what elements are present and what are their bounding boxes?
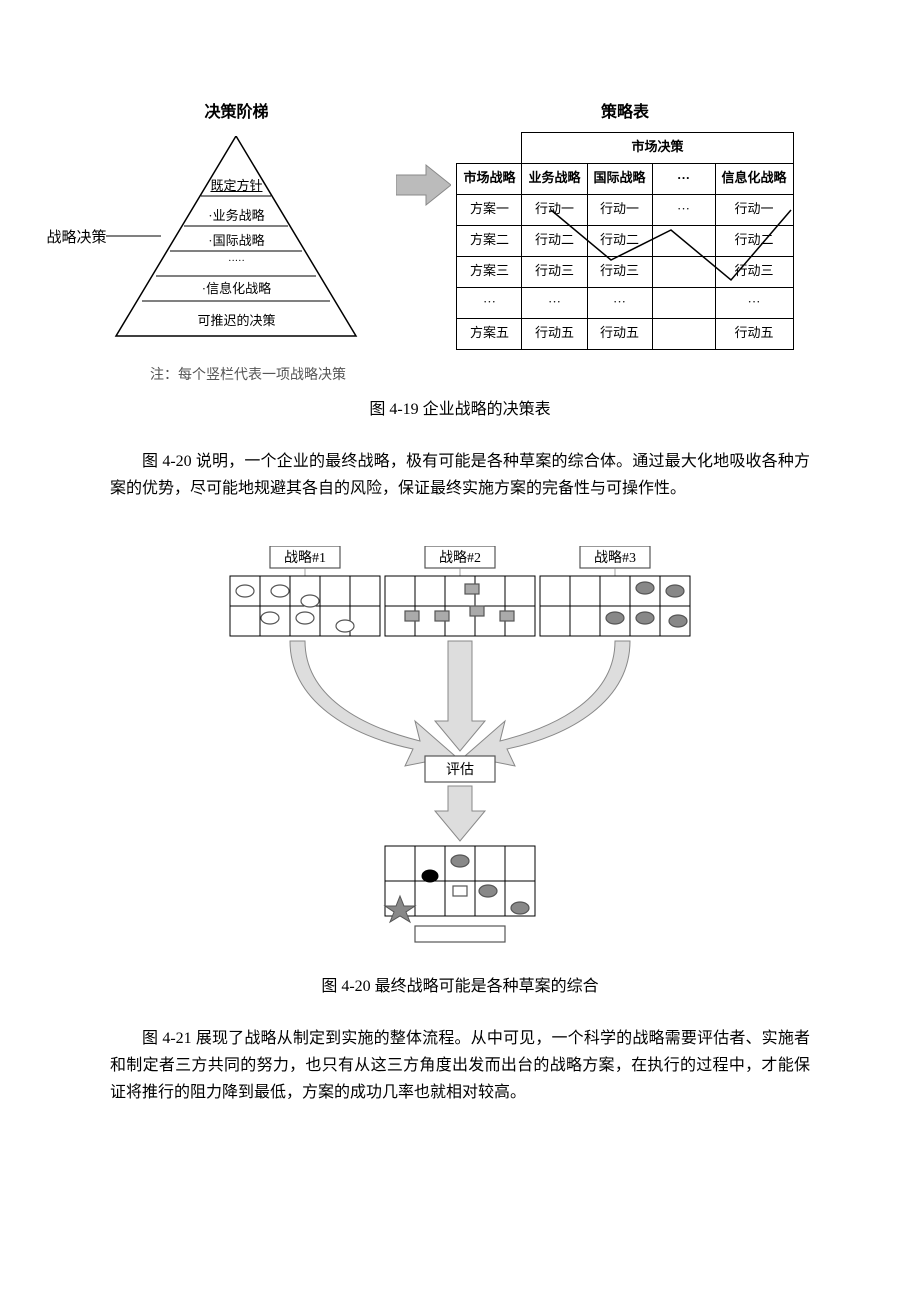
grid-3 bbox=[540, 576, 690, 636]
eval-label: 评估 bbox=[446, 762, 474, 778]
top-label-1: 战略#2 bbox=[439, 550, 481, 566]
star-icon bbox=[385, 896, 415, 922]
converge-arrows bbox=[290, 641, 630, 766]
paragraph-2: 图 4-21 展现了战略从制定到实施的整体流程。从中可见，一个科学的战略需要评估… bbox=[110, 1025, 810, 1107]
top-label-0: 战略#1 bbox=[284, 550, 326, 566]
col-2: 国际战略 bbox=[587, 163, 652, 194]
decision-pyramid: 战略决策 既定方针 ·业务战略 ·国际战略 ····· ·信息化 bbox=[106, 136, 366, 346]
result-label-box bbox=[415, 926, 505, 942]
col-0: 市场战略 bbox=[457, 163, 522, 194]
table-row: ············ bbox=[457, 287, 793, 318]
figure-4-19: 决策阶梯 战略决策 既定方针 ·业务战略 ·国际战略 bbox=[110, 100, 810, 423]
fig19-left-panel: 决策阶梯 战略决策 既定方针 ·业务战略 ·国际战略 bbox=[86, 100, 386, 346]
table-row: 方案五行动五行动五行动五 bbox=[457, 318, 793, 349]
table-row: 方案二行动二行动二行动二 bbox=[457, 225, 793, 256]
table-header-row: 市场战略 业务战略 国际战略 ··· 信息化战略 bbox=[457, 163, 793, 194]
col-4: 信息化战略 bbox=[715, 163, 793, 194]
table-row: 方案一行动一行动一···行动一 bbox=[457, 194, 793, 225]
fig20-caption: 图 4-20 最终战略可能是各种草案的综合 bbox=[110, 974, 810, 1000]
grid-2 bbox=[385, 576, 535, 636]
fig19-arrow bbox=[396, 160, 446, 219]
pyramid-row-2: ·国际战略 bbox=[208, 231, 264, 252]
paragraph-1: 图 4-20 说明，一个企业的最终战略，极有可能是各种草案的综合体。通过最大化地… bbox=[110, 448, 810, 502]
fig20-svg: 战略#1 战略#2 战略#3 bbox=[210, 546, 710, 966]
result-grid bbox=[385, 846, 535, 922]
pyramid-row-4: ·信息化战略 bbox=[202, 279, 271, 300]
fig19-note: 注：每个竖栏代表一项战略决策 bbox=[150, 365, 810, 387]
fig19-left-title: 决策阶梯 bbox=[86, 100, 386, 126]
strategy-table: 市场决策 市场战略 业务战略 国际战略 ··· 信息化战略 方案一行动一行动一·… bbox=[456, 132, 793, 350]
col-3: ··· bbox=[652, 163, 715, 194]
fig19-caption: 图 4-19 企业战略的决策表 bbox=[110, 397, 810, 423]
col-1: 业务战略 bbox=[522, 163, 587, 194]
fig19-right-title: 策略表 bbox=[456, 100, 793, 126]
down-arrow-icon bbox=[435, 786, 485, 841]
top-label-2: 战略#3 bbox=[594, 550, 636, 566]
pyramid-row-3: ····· bbox=[228, 254, 245, 270]
table-row: 方案三行动三行动三行动三 bbox=[457, 256, 793, 287]
fig19-right-panel: 策略表 市场决策 市场战略 业务战略 国际战略 ··· 信息化战略 方案一行动一… bbox=[456, 100, 793, 350]
table-top-header: 市场决策 bbox=[522, 132, 793, 163]
pyramid-row-1: ·业务战略 bbox=[208, 206, 264, 227]
pyramid-row-0: 既定方针 bbox=[210, 176, 262, 197]
grid-1 bbox=[230, 576, 380, 636]
fig20-top-labels: 战略#1 战略#2 战略#3 bbox=[270, 546, 650, 568]
big-arrow-icon bbox=[396, 160, 451, 210]
pyramid-side-label: 战略决策 bbox=[46, 226, 106, 250]
pyramid-row-5: 可推迟的决策 bbox=[197, 311, 275, 332]
figure-4-20: 战略#1 战略#2 战略#3 bbox=[110, 546, 810, 1000]
